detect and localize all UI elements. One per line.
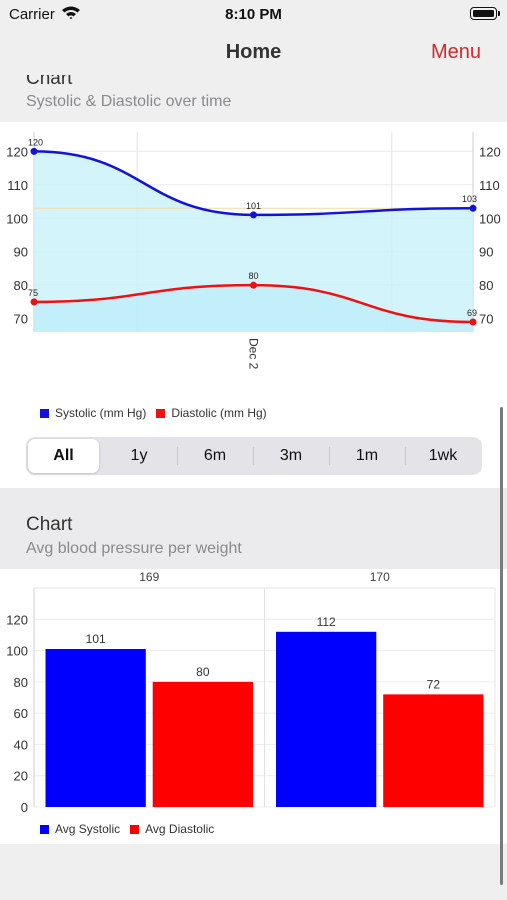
- y-tick-label-right: 70: [479, 312, 493, 327]
- y-tick-label: 20: [14, 769, 28, 784]
- x-category-label: 170: [370, 570, 390, 584]
- navigation-bar: Home Menu: [0, 30, 507, 75]
- data-label: 101: [246, 201, 261, 211]
- y-tick-label: 60: [14, 706, 28, 721]
- carrier-label: Carrier: [9, 6, 55, 23]
- bar-avg-diastolic: [383, 694, 484, 807]
- scroll-indicator[interactable]: [500, 407, 503, 885]
- section-subtitle: Systolic & Diastolic over time: [26, 93, 232, 110]
- bp-bar-chart-panel: 0 20 40 60 80 100 120 169 101 80 170 112 72 Avg Syst…: [0, 569, 507, 844]
- y-tick-label-right: 90: [479, 245, 493, 260]
- data-point: [30, 147, 38, 155]
- bar-avg-diastolic: [152, 681, 253, 807]
- legend-label-diastolic: Diastolic (mm Hg): [171, 406, 267, 420]
- x-category-label: 169: [139, 570, 159, 584]
- range-option-1m[interactable]: 1m: [355, 447, 379, 464]
- data-label: 75: [28, 288, 38, 298]
- line-chart-legend: Systolic (mm Hg) Diastolic (mm Hg): [40, 406, 277, 420]
- data-label: 80: [248, 271, 258, 281]
- data-label: 69: [467, 308, 477, 318]
- bar-value-label: 112: [317, 615, 336, 629]
- bar-value-label: 80: [196, 665, 210, 679]
- data-point: [30, 298, 38, 306]
- bar-avg-systolic: [45, 649, 146, 807]
- range-option-all[interactable]: All: [28, 439, 99, 473]
- bp-line-chart-panel: 70 70 80 80 90 90 100 100 110 110 120 120 120 101 103 7…: [0, 122, 507, 488]
- menu-button[interactable]: Menu: [430, 41, 481, 63]
- data-point: [250, 211, 257, 219]
- y-tick-label: 120: [6, 612, 28, 627]
- status-bar: Carrier 8:10 PM: [0, 0, 507, 30]
- data-label: 120: [28, 137, 43, 147]
- bar-chart-header: Chart Avg blood pressure per weight: [0, 488, 507, 569]
- wifi-icon: [61, 5, 81, 25]
- y-tick-label-left: 120: [6, 144, 28, 159]
- section-title: Chart: [26, 514, 73, 535]
- y-tick-label: 100: [6, 644, 28, 659]
- range-option-1wk[interactable]: 1wk: [428, 447, 458, 464]
- y-tick-label-left: 70: [14, 312, 28, 327]
- y-tick-label: 40: [14, 737, 28, 752]
- y-tick-label-right: 100: [479, 211, 501, 226]
- legend-swatch-diastolic: [156, 408, 166, 418]
- battery-icon: [470, 7, 500, 20]
- y-tick-label-left: 90: [14, 245, 28, 260]
- x-tick-label: Dec 2: [247, 338, 261, 370]
- status-time: 8:10 PM: [225, 6, 282, 23]
- diastolic-area-fill: [34, 285, 473, 332]
- data-label: 103: [462, 194, 477, 204]
- segment-divider: [253, 447, 254, 465]
- range-option-1y[interactable]: 1y: [130, 447, 148, 464]
- legend-label-systolic: Systolic (mm Hg): [55, 406, 147, 420]
- legend-swatch-avg-systolic: [40, 824, 49, 834]
- systolic-area-fill: [34, 151, 473, 332]
- range-option-3m[interactable]: 3m: [279, 447, 303, 464]
- bar-avg-systolic: [276, 631, 377, 807]
- y-tick-label-left: 110: [7, 178, 28, 193]
- y-tick-label-right: 80: [479, 278, 493, 293]
- section-subtitle: Avg blood pressure per weight: [26, 540, 242, 557]
- bar-chart-legend: Avg Systolic Avg Diastolic: [40, 822, 224, 836]
- y-tick-label: 80: [14, 675, 28, 690]
- y-tick-label: 0: [21, 800, 28, 815]
- y-tick-label-left: 100: [6, 211, 28, 226]
- range-selector: All 1y 6m 3m 1m 1wk: [26, 437, 482, 475]
- bp-bar-chart: 0 20 40 60 80 100 120 169 101 80 170 112 72: [6, 570, 496, 815]
- y-tick-label-right: 110: [479, 178, 500, 193]
- legend-label-avg-systolic: Avg Systolic: [55, 822, 121, 836]
- legend-label-avg-diastolic: Avg Diastolic: [145, 822, 215, 836]
- bar-value-label: 101: [86, 632, 106, 646]
- data-point: [469, 204, 477, 212]
- data-point: [250, 281, 257, 289]
- data-point: [469, 318, 477, 326]
- bar-value-label: 72: [427, 677, 441, 691]
- legend-swatch-systolic: [40, 408, 49, 418]
- segment-divider: [329, 447, 330, 465]
- legend-swatch-avg-diastolic: [130, 824, 140, 834]
- segment-divider: [177, 447, 178, 465]
- range-option-6m[interactable]: 6m: [203, 447, 227, 464]
- y-tick-label-right: 120: [479, 144, 501, 159]
- segment-divider: [405, 447, 406, 465]
- page-title: Home: [225, 41, 282, 63]
- y-tick-label-left: 80: [14, 278, 28, 293]
